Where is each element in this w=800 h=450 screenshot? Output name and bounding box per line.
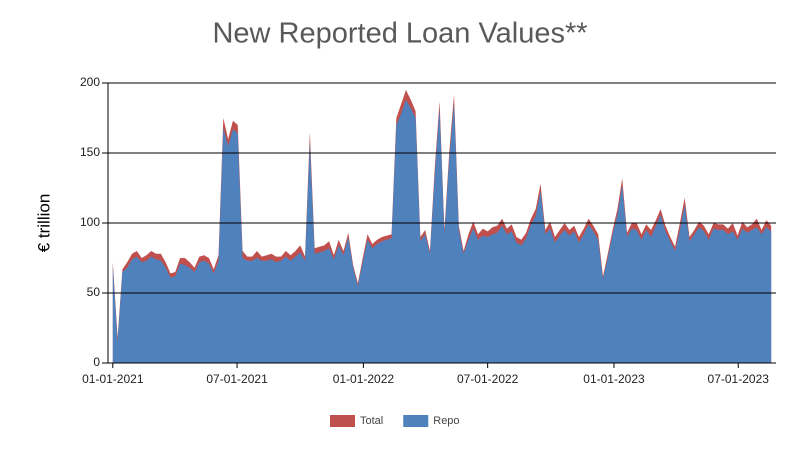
legend-label: Repo: [433, 415, 459, 427]
area: [112, 99, 772, 364]
y-tick-label: 200: [80, 75, 100, 89]
x-tick-label: 01-01-2022: [333, 372, 395, 386]
y-axis-label: € trillion: [34, 194, 53, 253]
x-tick-label: 01-01-2023: [583, 372, 645, 386]
legend-swatch: [403, 415, 429, 427]
x-tick-label: 07-01-2021: [206, 372, 268, 386]
chart-title: New Reported Loan Values**: [212, 18, 587, 50]
x-tick-label: 07-01-2022: [457, 372, 519, 386]
y-tick-label: 100: [80, 215, 100, 229]
y-tick-label: 50: [87, 285, 101, 299]
y-tick-label: 0: [93, 355, 100, 369]
y-tick-label: 150: [80, 145, 100, 159]
x-tick-label: 07-01-2023: [708, 372, 770, 386]
legend-swatch: [330, 415, 355, 427]
x-tick-label: 01-01-2021: [82, 372, 144, 386]
legend-label: Total: [360, 415, 383, 427]
